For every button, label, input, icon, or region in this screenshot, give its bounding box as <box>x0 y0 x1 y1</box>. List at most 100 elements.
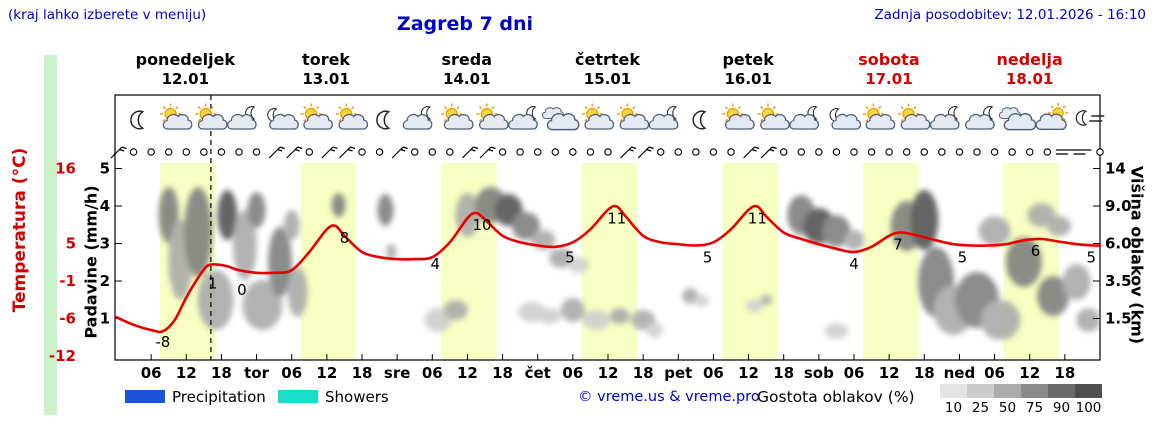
weather-icon-cloud-moon <box>648 106 679 130</box>
wind-calm-icon <box>200 148 208 156</box>
cloud-icon <box>227 113 257 130</box>
x-axis-label: čet <box>525 364 551 382</box>
wind-calm-icon <box>815 148 823 156</box>
cloud-blob <box>560 298 585 322</box>
x-axis-label: 12 <box>879 364 900 382</box>
x-axis-label: 12 <box>1019 364 1040 382</box>
temp-value-label: 5 <box>1086 249 1096 267</box>
weather-icon-sun-cloud <box>160 103 193 130</box>
wind-calm-icon <box>129 148 138 156</box>
wind-calm-icon <box>692 148 700 156</box>
cloud-blob <box>247 192 266 228</box>
x-axis-label: 12 <box>316 364 337 382</box>
cloud-blob <box>568 257 589 273</box>
page-title: Zagreb 7 dni <box>396 13 534 35</box>
weather-icon-cloud <box>998 107 1037 131</box>
wind-calm-icon <box>885 148 893 156</box>
weather-icons-row <box>130 103 1105 131</box>
wind-calm-icon <box>1043 148 1052 156</box>
wind-calm-icon <box>674 148 683 156</box>
cloud-icon <box>197 113 228 130</box>
cloud-blob <box>512 212 540 240</box>
weather-icon-cloud-moon <box>402 106 433 130</box>
cloud-blob <box>1047 216 1071 236</box>
weather-icon-sun-cloud <box>581 103 615 130</box>
x-axis-label: 06 <box>281 364 302 382</box>
day-name: ponedeljek <box>135 50 236 69</box>
cloud-blob <box>184 187 212 277</box>
cloud-blob <box>844 230 864 250</box>
wind-calm-icon <box>1096 148 1104 156</box>
wind-calm-icon <box>375 148 384 156</box>
wind-calm-icon <box>604 148 612 156</box>
cloud-blob <box>287 267 308 317</box>
wind-barb-icon <box>1055 149 1074 155</box>
axis-tick-label: 1 <box>100 310 110 328</box>
cloud-density-swatch <box>967 384 994 398</box>
wind-calm-icon <box>1008 148 1016 156</box>
weather-icon-moon <box>692 110 707 130</box>
x-axis-label: 06 <box>984 364 1005 382</box>
cloud-blob <box>760 295 773 305</box>
credit-link[interactable]: © vreme.us & vreme.pro <box>578 389 760 405</box>
x-axis-label: 18 <box>914 364 935 382</box>
wind-calm-icon <box>551 148 560 156</box>
day-header-petek: petek 16.01 <box>678 50 818 89</box>
temp-value-label: 11 <box>748 210 767 228</box>
x-axis-label: 12 <box>457 364 478 382</box>
cloud-icon <box>546 112 580 131</box>
cloud-icon <box>443 113 474 130</box>
wind-calm-icon <box>990 148 999 156</box>
wind-calm-icon <box>955 148 964 156</box>
wind-calm-icon <box>358 148 366 156</box>
cloud-density-layer <box>158 187 1099 340</box>
cloud-blob <box>232 210 257 280</box>
x-axis-label: sre <box>384 364 411 382</box>
weather-icon-sun-cloud <box>757 103 790 130</box>
wind-barb-icon <box>1073 149 1092 155</box>
temp-value-label: 4 <box>430 255 440 273</box>
day-date: 12.01 <box>161 70 210 88</box>
x-axis-label: 06 <box>562 364 583 382</box>
wind-calm-icon <box>850 148 858 156</box>
wind-calm-icon <box>446 148 454 156</box>
location-hint: (kraj lahko izberete v meniju) <box>8 7 207 23</box>
wind-calm-icon <box>656 148 665 156</box>
cloud-blob <box>745 300 764 312</box>
y-axis-tick-labels: 5 4 3 2 1 <box>100 160 110 328</box>
weather-icon-cloud-sun <box>1035 103 1069 130</box>
wind-barb-icon <box>391 146 408 159</box>
weather-icon-sun-cloud <box>300 103 333 130</box>
wind-calm-icon <box>516 148 524 156</box>
temp-value-label: 7 <box>893 236 903 254</box>
wind-calm-icon <box>147 148 155 156</box>
cloud-blob <box>268 227 292 297</box>
wind-calm-icon <box>727 148 735 156</box>
x-axis-label: 06 <box>703 364 724 382</box>
weather-icon-moon-cloud <box>267 108 299 130</box>
wind-calm-icon <box>428 148 437 156</box>
wind-calm-icon <box>586 148 595 156</box>
day-name: sobota <box>858 50 920 69</box>
wind-calm-icon <box>182 148 191 156</box>
day-date: 17.01 <box>865 70 913 88</box>
weather-icon-sun-cloud <box>476 103 509 130</box>
axis-tick-label: 4 <box>100 197 110 215</box>
axis-tick-label: -12 <box>49 347 76 365</box>
wind-calm-icon <box>217 148 226 156</box>
cloud-blob <box>331 193 346 217</box>
weather-icon-sun-cloud <box>862 103 896 130</box>
cloud-icon <box>760 113 790 130</box>
axis-tick-label: 1.5 <box>1105 310 1132 328</box>
cloud-density-tick: 100 <box>1075 400 1102 416</box>
cloud-blob <box>549 248 574 268</box>
cloud-blob <box>609 308 630 324</box>
cloud-blob <box>694 295 709 307</box>
temp-value-label: 11 <box>607 210 626 228</box>
cloud-blob <box>1062 264 1091 300</box>
precipitation-swatch <box>125 390 165 403</box>
wind-calm-icon <box>779 148 788 156</box>
cloud-density-tick: 90 <box>1052 400 1071 416</box>
